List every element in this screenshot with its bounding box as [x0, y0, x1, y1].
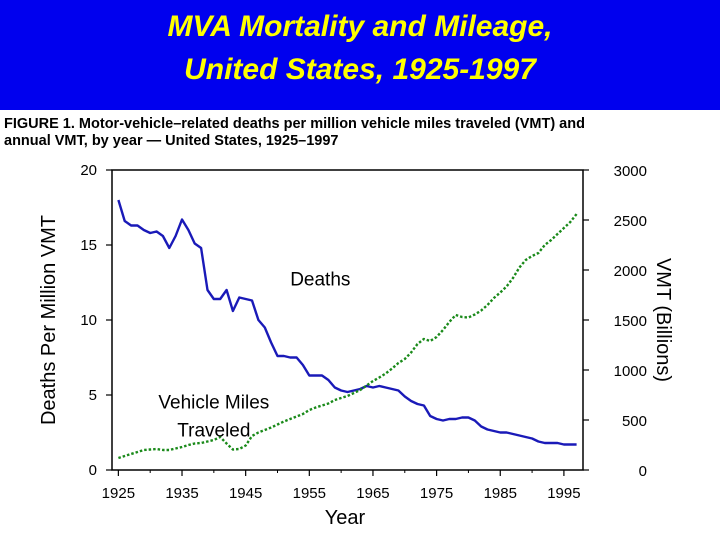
y-right-tick-label: 2500 [614, 213, 647, 230]
series-label-vmt-line-1: Vehicle Miles [158, 393, 269, 414]
figure-caption-line-2: annual VMT, by year — United States, 192… [4, 133, 339, 149]
x-tick-label: 1965 [356, 485, 389, 502]
slide-title-line-1: MVA Mortality and Mileage, [167, 10, 553, 43]
x-tick-label: 1985 [484, 485, 517, 502]
figure-caption-line-1: FIGURE 1. Motor-vehicle–related deaths p… [4, 116, 585, 132]
y-left-tick-label: 10 [80, 312, 97, 329]
y-right-tick-label: 3000 [614, 163, 647, 180]
y-left-tick-label: 15 [80, 237, 97, 254]
series-label-deaths: Deaths [290, 270, 350, 291]
y-left-tick-label: 20 [80, 162, 97, 179]
y-right-tick-label: 1500 [614, 313, 647, 330]
y-right-tick-label: 1000 [614, 363, 647, 380]
mortality-mileage-chart: 1925 1935 1945 1955 1965 1975 1985 1995 0 5 10 15 20… [38, 162, 674, 529]
x-axis-label: Year [325, 507, 366, 529]
x-tick-label: 1925 [102, 485, 135, 502]
y-right-tick-label: 500 [622, 413, 647, 430]
y-right-tick-label: 0 [639, 463, 647, 480]
x-tick-label: 1995 [547, 485, 580, 502]
y-left-tick-label: 5 [89, 387, 97, 404]
y-right-tick-label: 2000 [614, 263, 647, 280]
series-line-vehicle-miles-traveled [118, 213, 578, 460]
x-tick-label: 1955 [293, 485, 326, 502]
y-left-tick-label: 0 [89, 462, 97, 479]
series-line-deaths [117, 199, 577, 446]
series-label-vmt-line-2: Traveled [177, 421, 250, 442]
y-left-axis-label: Deaths Per Million VMT [38, 215, 60, 425]
y-right-axis-label: VMT (Billions) [652, 258, 674, 382]
title-banner: MVA Mortality and Mileage, United States… [0, 0, 720, 110]
slide-title-line-2: United States, 1925-1997 [184, 53, 536, 86]
x-tick-label: 1935 [165, 485, 198, 502]
x-tick-label: 1975 [420, 485, 453, 502]
x-tick-label: 1945 [229, 485, 262, 502]
